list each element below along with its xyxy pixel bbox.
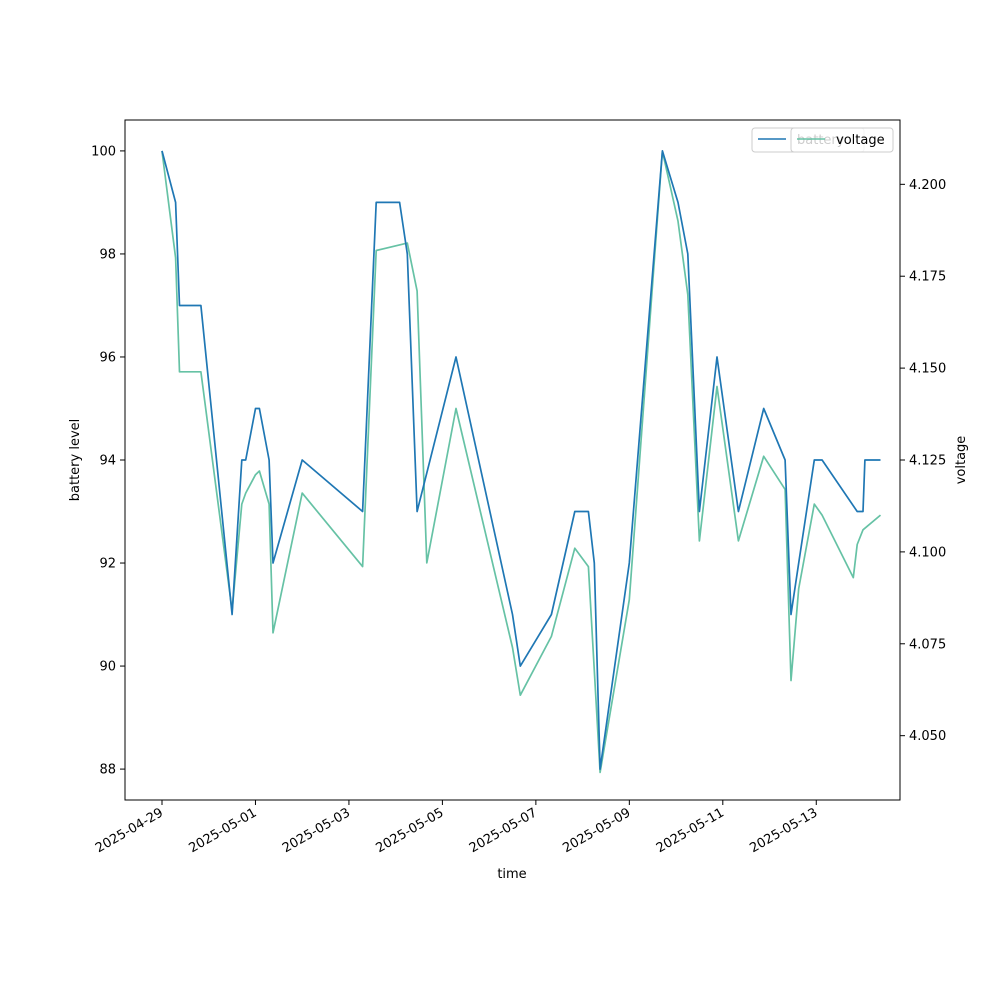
y-tick-label: 94 <box>99 454 116 469</box>
y2-tick-label: 4.200 <box>909 178 946 193</box>
y-tick-label: 92 <box>99 557 116 572</box>
legend: battery voltage <box>751 127 894 153</box>
legend-box-voltage <box>790 127 894 153</box>
y-tick-label: 90 <box>99 660 116 675</box>
y2-tick-label: 4.050 <box>909 729 946 744</box>
plot-lines <box>161 150 882 774</box>
y-tick-label: 96 <box>99 350 116 365</box>
y2-axis-label: voltage <box>954 436 969 485</box>
y2-tick-label: 4.125 <box>909 454 946 469</box>
y2-tick-label: 4.075 <box>909 637 946 652</box>
y-tick-label: 88 <box>99 763 116 778</box>
y-axis-right: 4.050 4.075 4.100 4.125 4.150 4.175 4.200 <box>900 178 946 744</box>
series-line-voltage <box>161 150 882 774</box>
legend-label-voltage: voltage <box>836 133 885 148</box>
y-axis-label: battery level <box>68 419 83 502</box>
y-axis-left: 88 90 92 94 96 98 100 <box>91 144 125 778</box>
y2-tick-label: 4.150 <box>909 362 946 377</box>
y-tick-label: 98 <box>99 247 116 262</box>
y2-tick-label: 4.100 <box>909 545 946 560</box>
series-line-battery <box>161 150 881 770</box>
x-axis-label: time <box>497 867 526 882</box>
y2-tick-label: 4.175 <box>909 270 946 285</box>
y-tick-label: 100 <box>91 144 116 159</box>
